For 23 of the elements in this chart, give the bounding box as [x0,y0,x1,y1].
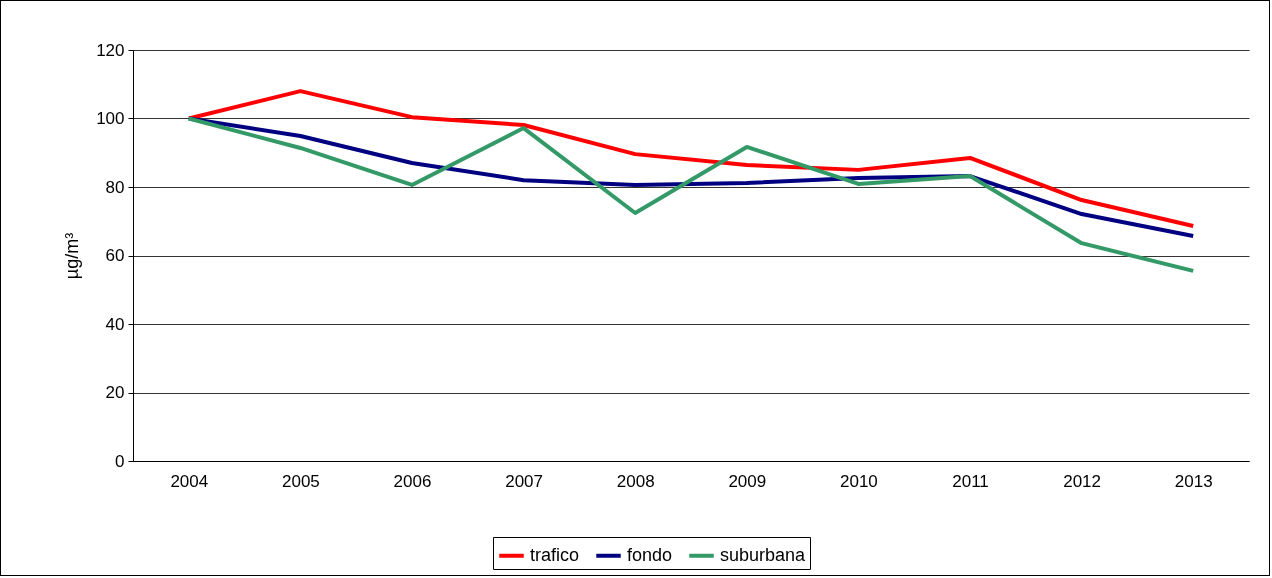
y-tick-label: 20 [105,383,125,402]
x-tick-label: 2009 [728,471,767,491]
y-tick-label: 40 [105,314,125,334]
legend-label: fondo [627,544,673,565]
x-tick-label: 2011 [952,471,989,491]
y-tick-label: 80 [105,177,125,197]
y-axis-title: µg/m³ [62,232,83,280]
line-series [186,116,1196,273]
legend-label: suburbana [720,544,807,565]
x-tick-label: 2008 [616,471,655,491]
line-series [186,89,1196,229]
x-tick-label: 2004 [170,471,209,491]
x-tick-label: 2010 [839,471,878,491]
y-tick-label: 120 [96,40,125,60]
x-tick-label: 2006 [393,471,432,491]
x-tick-label: 2005 [281,471,320,491]
y-tick-label: 100 [96,109,125,128]
y-tick-label: 0 [115,451,125,471]
x-tick-label: 2012 [1063,471,1102,491]
x-tick-label: 2013 [1174,471,1213,491]
legend-label: trafico [530,544,580,565]
x-tick-label: 2007 [505,471,544,491]
y-tick-label: 60 [105,246,125,265]
